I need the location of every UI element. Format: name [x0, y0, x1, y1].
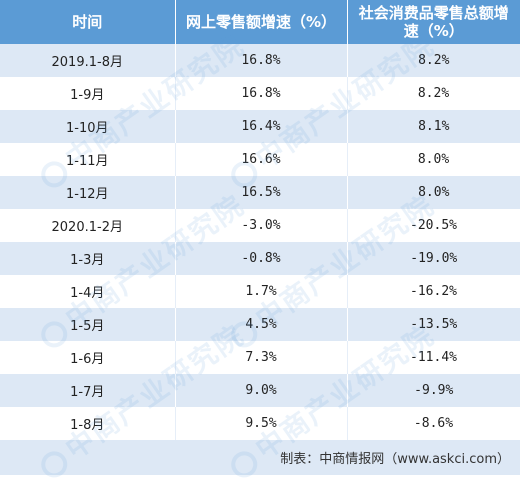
table-row: 2019.1-8月 16.8% 8.2%: [0, 44, 520, 77]
cell-period: 1-11月: [0, 143, 176, 176]
cell-total-growth: 8.2%: [347, 77, 520, 110]
cell-total-growth: -13.5%: [410, 317, 458, 332]
table-row: 1-5月 4.5% -13.5%: [0, 308, 520, 341]
cell-total-growth: 8.0%: [347, 143, 520, 176]
table-row: 1-7月 9.0% -9.9%: [0, 374, 520, 407]
cell-period: 1-9月: [0, 77, 176, 110]
cell-total-growth: 8.2%: [418, 53, 450, 68]
cell-total-growth: -8.6%: [347, 407, 520, 440]
cell-online-growth: -3.0%: [175, 209, 348, 242]
cell-period: 1-6月: [0, 341, 176, 374]
table-row: 1-3月 -0.8% -19.0%: [0, 242, 520, 275]
cell-total-growth: 8.1%: [418, 119, 450, 134]
cell-online-growth: 9.0%: [175, 374, 348, 407]
cell-total-growth: -11.4%: [347, 341, 520, 374]
table-footer: 制表：中商情报网（www.askci.com）: [0, 440, 520, 475]
cell-total-growth: -20.5%: [347, 209, 520, 242]
cell-online-growth: 16.8%: [175, 77, 348, 110]
cell-online-growth: 1.7%: [175, 275, 348, 308]
data-table: 时间 网上零售额增速（%） 社会消费品零售总额增速（%） 2019.1-8月 16…: [0, 0, 520, 440]
cell-online-growth: 16.4%: [175, 110, 348, 143]
cell-period: 1-8月: [0, 407, 176, 440]
table-row: 2020.1-2月 -3.0% -20.5%: [0, 209, 520, 242]
table-row: 1-4月 1.7% -16.2%: [0, 275, 520, 308]
header-total-growth: 社会消费品零售总额增速（%）: [358, 4, 509, 40]
cell-period: 1-7月: [0, 374, 176, 407]
cell-total-growth: -9.9%: [414, 383, 454, 398]
source-note: 制表：中商情报网（www.askci.com）: [280, 452, 510, 467]
table-row: 1-11月 16.6% 8.0%: [0, 143, 520, 176]
table-row: 1-10月 16.4% 8.1%: [0, 110, 520, 143]
cell-period: 1-10月: [0, 110, 176, 143]
cell-period: 1-5月: [0, 308, 176, 341]
header-period: 时间: [0, 0, 176, 44]
cell-period: 1-4月: [0, 275, 176, 308]
cell-online-growth: 4.5%: [175, 308, 348, 341]
cell-online-growth: 16.6%: [175, 143, 348, 176]
cell-total-growth: 8.0%: [418, 185, 450, 200]
cell-online-growth: 7.3%: [175, 341, 348, 374]
table-body: 2019.1-8月 16.8% 8.2% 1-9月 16.8% 8.2% 1-10月 16.4…: [0, 44, 520, 440]
cell-period: 2020.1-2月: [0, 209, 176, 242]
cell-total-growth: -16.2%: [347, 275, 520, 308]
cell-online-growth: 16.8%: [175, 44, 348, 77]
cell-total-growth: -19.0%: [410, 251, 458, 266]
table-header-row: 时间 网上零售额增速（%） 社会消费品零售总额增速（%）: [0, 0, 520, 44]
cell-online-growth: 16.5%: [175, 176, 348, 209]
cell-online-growth: -0.8%: [175, 242, 348, 275]
table-row: 1-12月 16.5% 8.0%: [0, 176, 520, 209]
cell-period: 1-3月: [0, 242, 176, 275]
header-online-growth: 网上零售额增速（%）: [175, 0, 348, 44]
table-row: 1-9月 16.8% 8.2%: [0, 77, 520, 110]
cell-period: 1-12月: [0, 176, 176, 209]
cell-period: 2019.1-8月: [0, 44, 176, 77]
table-row: 1-8月 9.5% -8.6%: [0, 407, 520, 440]
table-row: 1-6月 7.3% -11.4%: [0, 341, 520, 374]
cell-online-growth: 9.5%: [175, 407, 348, 440]
